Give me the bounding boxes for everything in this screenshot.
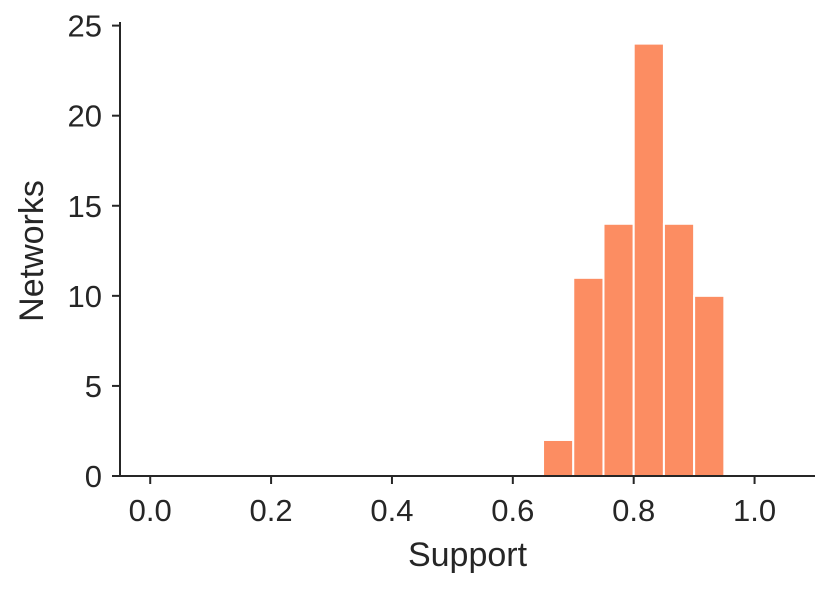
x-tick-label: 0.4 xyxy=(370,493,413,528)
y-tick-label: 15 xyxy=(68,189,102,224)
y-tick-label: 0 xyxy=(85,459,102,494)
histogram-bar xyxy=(662,222,696,477)
y-tick-label: 5 xyxy=(85,369,102,404)
histogram-bar xyxy=(572,276,605,478)
y-tick-label: 25 xyxy=(68,9,102,44)
y-tick-label: 10 xyxy=(68,279,102,314)
y-ticks-group: 0 5 10 15 20 25 xyxy=(68,9,120,494)
x-tick-label: 0.8 xyxy=(612,493,655,528)
histogram-bar xyxy=(632,42,665,477)
y-axis-title: Networks xyxy=(13,180,51,322)
x-tick-label: 0.2 xyxy=(250,493,293,528)
histogram-bar xyxy=(542,438,575,478)
x-tick-label: 0.0 xyxy=(129,493,172,528)
x-tick-label: 0.6 xyxy=(491,493,534,528)
x-axis-title: Support xyxy=(408,536,528,574)
bars-group xyxy=(542,42,726,478)
histogram-bar xyxy=(693,294,726,478)
histogram-bar xyxy=(602,222,635,477)
x-ticks-group: 0.0 0.2 0.4 0.6 0.8 1.0 xyxy=(129,476,776,528)
y-tick-label: 20 xyxy=(68,99,102,134)
x-tick-label: 1.0 xyxy=(733,493,776,528)
